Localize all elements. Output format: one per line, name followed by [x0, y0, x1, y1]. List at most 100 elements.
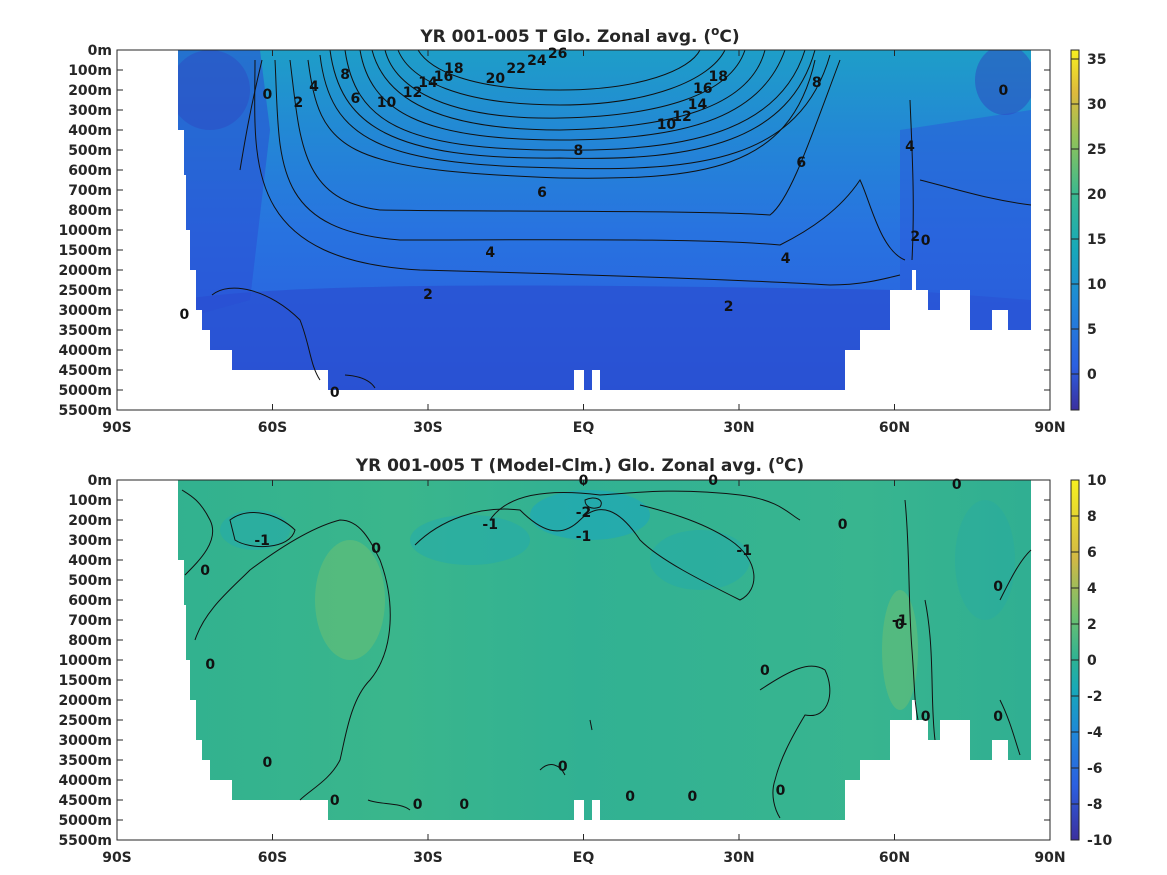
top-contour-label: 0 [921, 233, 931, 249]
bottom-contour-label: 0 [371, 541, 381, 557]
top-y-tick-label: 500m [68, 143, 112, 159]
bottom-contour-label: -1 [254, 533, 270, 549]
bottom-x-tick-label: 30N [723, 850, 754, 866]
top-contour-label: 2 [724, 299, 734, 315]
top-x-tick-label: 60S [258, 420, 288, 436]
bottom-contour-label: 0 [459, 797, 469, 813]
bottom-contour-label: 0 [205, 657, 215, 673]
top-contour-label: 20 [486, 71, 506, 87]
top-y-tick-label: 600m [68, 163, 112, 179]
bottom-contour-label: 0 [708, 473, 718, 489]
top-contour-label: 0 [262, 87, 272, 103]
bottom-x-tick-label: 60S [258, 850, 288, 866]
bottom-contours [181, 489, 1032, 819]
bottom-y-tick-label: 800m [68, 633, 112, 649]
top-contour-label: 4 [905, 139, 915, 155]
bottom-colorbar-tick-label: -6 [1087, 761, 1103, 777]
top-contour-label: 16 [434, 69, 453, 85]
bottom-contour-label: 0 [625, 789, 635, 805]
top-contour-label: 2 [910, 229, 920, 245]
bottom-y-tick-label: 1500m [58, 673, 112, 689]
top-x-tick-label: 30S [413, 420, 443, 436]
top-contour-label: 16 [693, 81, 712, 97]
bottom-colorbar-tick-label: -10 [1087, 833, 1113, 849]
bottom-y-tick-label: 2000m [58, 693, 112, 709]
bottom-y-tick-label: 400m [68, 553, 112, 569]
bottom-y-tick-label: 200m [68, 513, 112, 529]
top-contour-label: 10 [657, 117, 677, 133]
top-chart-title: YR 001-005 T Glo. Zonal avg. (oC) [419, 24, 739, 47]
bottom-contour-label: 0 [413, 797, 423, 813]
top-y-tick-label: 700m [68, 183, 112, 199]
bottom-x-tick-label: 90N [1034, 850, 1065, 866]
bottom-contour-label: 0 [993, 709, 1003, 725]
top-colorbar-tick-label: 0 [1087, 367, 1097, 383]
top-contour-label: 10 [377, 95, 397, 111]
top-contour-label: 8 [340, 67, 350, 83]
bottom-contour-label: 0 [330, 793, 340, 809]
top-contours [211, 49, 1032, 389]
top-colorbar [1070, 49, 1080, 411]
bottom-contour-label: -1 [892, 613, 908, 629]
top-contour-label: 0 [998, 83, 1008, 99]
top-y-tick-label: 4500m [58, 363, 112, 379]
top-contour-label: 24 [527, 53, 547, 69]
bottom-colorbar-ticks: 10 8 6 4 2 0 -2 -4 -6 -8 -10 [1071, 473, 1113, 849]
top-contour-label: 8 [573, 143, 583, 159]
bottom-colorbar-tick-label: -2 [1087, 689, 1103, 705]
bottom-colorbar-tick-label: 4 [1087, 581, 1097, 597]
bottom-y-tick-label: 0m [88, 473, 112, 489]
top-x-tick-label: 90S [102, 420, 132, 436]
bottom-colorbar-tick-label: 6 [1087, 545, 1097, 561]
top-contour-label: 0 [330, 385, 340, 401]
top-y-tick-label: 1500m [58, 243, 112, 259]
top-x-tick-label: 30N [723, 420, 754, 436]
bottom-y-tick-label: 600m [68, 593, 112, 609]
top-y-tick-label: 3500m [58, 323, 112, 339]
top-contour-label: 6 [537, 185, 547, 201]
top-y-tick-label: 100m [68, 63, 112, 79]
bottom-contour-label: -2 [576, 505, 592, 521]
top-contour-label: 14 [418, 75, 438, 91]
top-contour-label: 18 [444, 61, 463, 77]
top-contour-label: 18 [709, 69, 728, 85]
bottom-contour-label: -1 [482, 517, 498, 533]
bottom-contour-label: 0 [579, 473, 589, 489]
bottom-colorbar-tick-label: 8 [1087, 509, 1097, 525]
bottom-contour-label: 0 [895, 617, 905, 633]
bottom-contour-label: -1 [576, 529, 592, 545]
top-colorbar-tick-label: 10 [1087, 277, 1107, 293]
top-colorbar-tick-label: 25 [1087, 142, 1106, 158]
bottom-contour-label: 0 [838, 517, 848, 533]
top-contour-label: 0 [180, 307, 190, 323]
top-y-axis: 0m 100m 200m 300m 400m 500m 600m 700m 800m 1000m 1… [58, 43, 1050, 419]
top-y-tick-label: 4000m [58, 343, 112, 359]
bottom-colorbar-tick-label: -8 [1087, 797, 1103, 813]
top-x-tick-label: 90N [1034, 420, 1065, 436]
bottom-contour-label: 0 [993, 579, 1003, 595]
top-colorbar-tick-label: 15 [1087, 232, 1106, 248]
top-x-tick-label: EQ [573, 420, 595, 436]
bottom-y-tick-label: 700m [68, 613, 112, 629]
top-x-tick-label: 60N [879, 420, 910, 436]
bottom-y-tick-label: 1000m [58, 653, 112, 669]
top-y-tick-label: 2000m [58, 263, 112, 279]
top-y-tick-label: 5500m [58, 403, 112, 419]
top-contour-label: 8 [812, 75, 822, 91]
top-y-tick-label: 1000m [58, 223, 112, 239]
top-contour-label: 4 [309, 79, 319, 95]
bottom-y-tick-label: 4500m [58, 793, 112, 809]
bottom-x-tick-label: 60N [879, 850, 910, 866]
top-colorbar-tick-label: 5 [1087, 322, 1097, 338]
bottom-x-tick-label: 90S [102, 850, 132, 866]
bottom-contour-label: 0 [558, 759, 568, 775]
top-y-tick-label: 3000m [58, 303, 112, 319]
bottom-panel: YR 001-005 T (Model-Clm.) Glo. Zonal avg… [58, 453, 1112, 866]
bottom-contour-label: 0 [952, 477, 962, 493]
top-y-tick-label: 800m [68, 203, 112, 219]
bottom-contour-label: -1 [736, 543, 752, 559]
bottom-contour-label: 0 [262, 755, 272, 771]
top-panel: YR 001-005 T Glo. Zonal avg. (oC) [58, 24, 1107, 436]
top-y-tick-label: 400m [68, 123, 112, 139]
